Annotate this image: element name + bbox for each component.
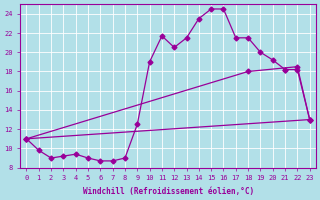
X-axis label: Windchill (Refroidissement éolien,°C): Windchill (Refroidissement éolien,°C) <box>83 187 254 196</box>
